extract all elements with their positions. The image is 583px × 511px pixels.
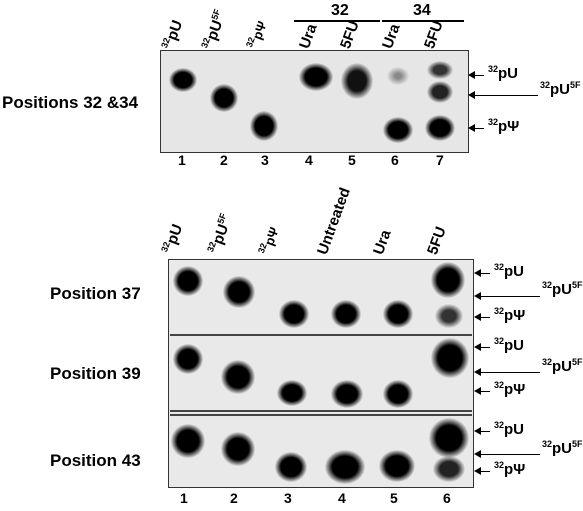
gel-spot — [325, 450, 365, 484]
top-lane-number-2: 2 — [220, 152, 228, 168]
arrow-icon — [474, 313, 490, 321]
top-side-label-3: 32pΨ — [488, 117, 520, 135]
top-lane-header-6: Ura — [379, 21, 404, 51]
gel-spot — [427, 81, 453, 103]
gel-spot — [173, 344, 203, 374]
gel-spot — [383, 300, 413, 328]
top-lane-number-6: 6 — [391, 152, 399, 168]
arrow-icon — [468, 71, 484, 79]
gel-spot — [275, 452, 307, 482]
bottom-lane-number-3: 3 — [284, 490, 292, 506]
bottom-lane-number-2: 2 — [230, 490, 238, 506]
row43-side-label-1: 32pU — [494, 420, 525, 438]
row39-side-label-3: 32pΨ — [494, 380, 526, 398]
top-lane-header-3: 32pΨ — [244, 19, 270, 49]
gel-spot — [383, 380, 413, 408]
arrow-icon — [474, 450, 540, 458]
row39-side-label-1: 32pU — [494, 336, 525, 354]
gel-spot — [173, 266, 203, 296]
gel-spot — [250, 111, 278, 141]
gel-spot — [171, 424, 205, 458]
top-lane-header-7: 5FU — [421, 18, 447, 51]
gel-spot — [435, 304, 463, 328]
group-bar-34 — [382, 20, 464, 22]
arrow-icon — [474, 427, 490, 435]
bottom-lane-number-5: 5 — [390, 490, 398, 506]
gel-spot — [379, 450, 415, 482]
gel-spot — [429, 418, 469, 458]
bottom-lane-number-6: 6 — [443, 490, 451, 506]
group-bar-32 — [294, 20, 380, 22]
group-label-32: 32 — [331, 2, 349, 19]
row37-side-label-2: 32pU5F — [542, 280, 583, 298]
top-lane-header-2: 32pU5F — [199, 7, 227, 50]
row37-side-label-3: 32pΨ — [494, 306, 526, 324]
gel-spot — [341, 63, 373, 99]
row37-side-label-1: 32pU — [494, 262, 525, 280]
gel-spot — [210, 84, 238, 112]
bottom-lane-header-5: Ura — [370, 227, 395, 257]
top-lane-number-4: 4 — [305, 152, 313, 168]
row-divider — [170, 414, 472, 416]
row-label-39: Position 39 — [50, 364, 141, 383]
top-lane-header-1: 32pU — [159, 17, 187, 50]
top-lane-number-1: 1 — [178, 152, 186, 168]
row-divider — [170, 410, 472, 412]
gel-spot — [299, 63, 333, 91]
arrow-icon — [474, 292, 540, 300]
arrow-icon — [474, 387, 490, 395]
gel-spot — [427, 61, 453, 79]
top-row-label: Positions 32 &34 — [2, 93, 139, 112]
row39-side-label-2: 32pU5F — [542, 357, 583, 375]
gel-spot — [387, 67, 409, 85]
top-gel-panel — [160, 50, 469, 153]
group-label-34: 34 — [413, 2, 431, 19]
row43-side-label-3: 32pΨ — [494, 460, 526, 478]
arrow-icon — [474, 269, 490, 277]
gel-spot — [221, 432, 255, 466]
top-side-label-2: 32pU5F — [540, 80, 581, 98]
arrow-icon — [474, 368, 540, 376]
arrow-icon — [468, 124, 484, 132]
gel-spot — [169, 68, 197, 92]
bottom-lane-header-3: 32pΨ — [256, 225, 282, 255]
arrow-icon — [474, 343, 490, 351]
gel-spot — [221, 360, 255, 394]
top-lane-header-5: 5FU — [337, 18, 363, 51]
bottom-lane-number-4: 4 — [338, 490, 346, 506]
top-lane-number-3: 3 — [261, 152, 269, 168]
gel-spot — [433, 456, 465, 482]
top-lane-number-7: 7 — [436, 152, 444, 168]
row-divider — [170, 334, 472, 336]
bottom-gel-panel — [168, 259, 474, 488]
arrow-icon — [474, 467, 490, 475]
gel-spot — [431, 338, 469, 378]
bottom-lane-header-1: 32pU — [159, 221, 187, 254]
top-lane-number-5: 5 — [348, 152, 356, 168]
top-lane-header-4: Ura — [296, 21, 321, 51]
bottom-lane-number-1: 1 — [180, 490, 188, 506]
bottom-lane-header-4: Untreated — [314, 185, 354, 257]
gel-spot — [331, 380, 363, 408]
gel-spot — [383, 117, 413, 143]
row-label-43: Position 43 — [50, 451, 141, 470]
gel-spot — [279, 300, 309, 328]
row-label-37: Position 37 — [50, 284, 141, 303]
gel-spot — [277, 380, 307, 406]
gel-spot — [425, 115, 455, 141]
gel-spot — [431, 262, 465, 298]
arrow-icon — [468, 91, 538, 99]
bottom-lane-header-2: 32pU5F — [205, 211, 233, 254]
bottom-lane-header-6: 5FU — [424, 224, 450, 257]
gel-spot — [331, 300, 361, 328]
top-side-label-1: 32pU — [488, 64, 519, 82]
gel-spot — [223, 276, 255, 308]
row43-side-label-2: 32pU5F — [542, 439, 583, 457]
